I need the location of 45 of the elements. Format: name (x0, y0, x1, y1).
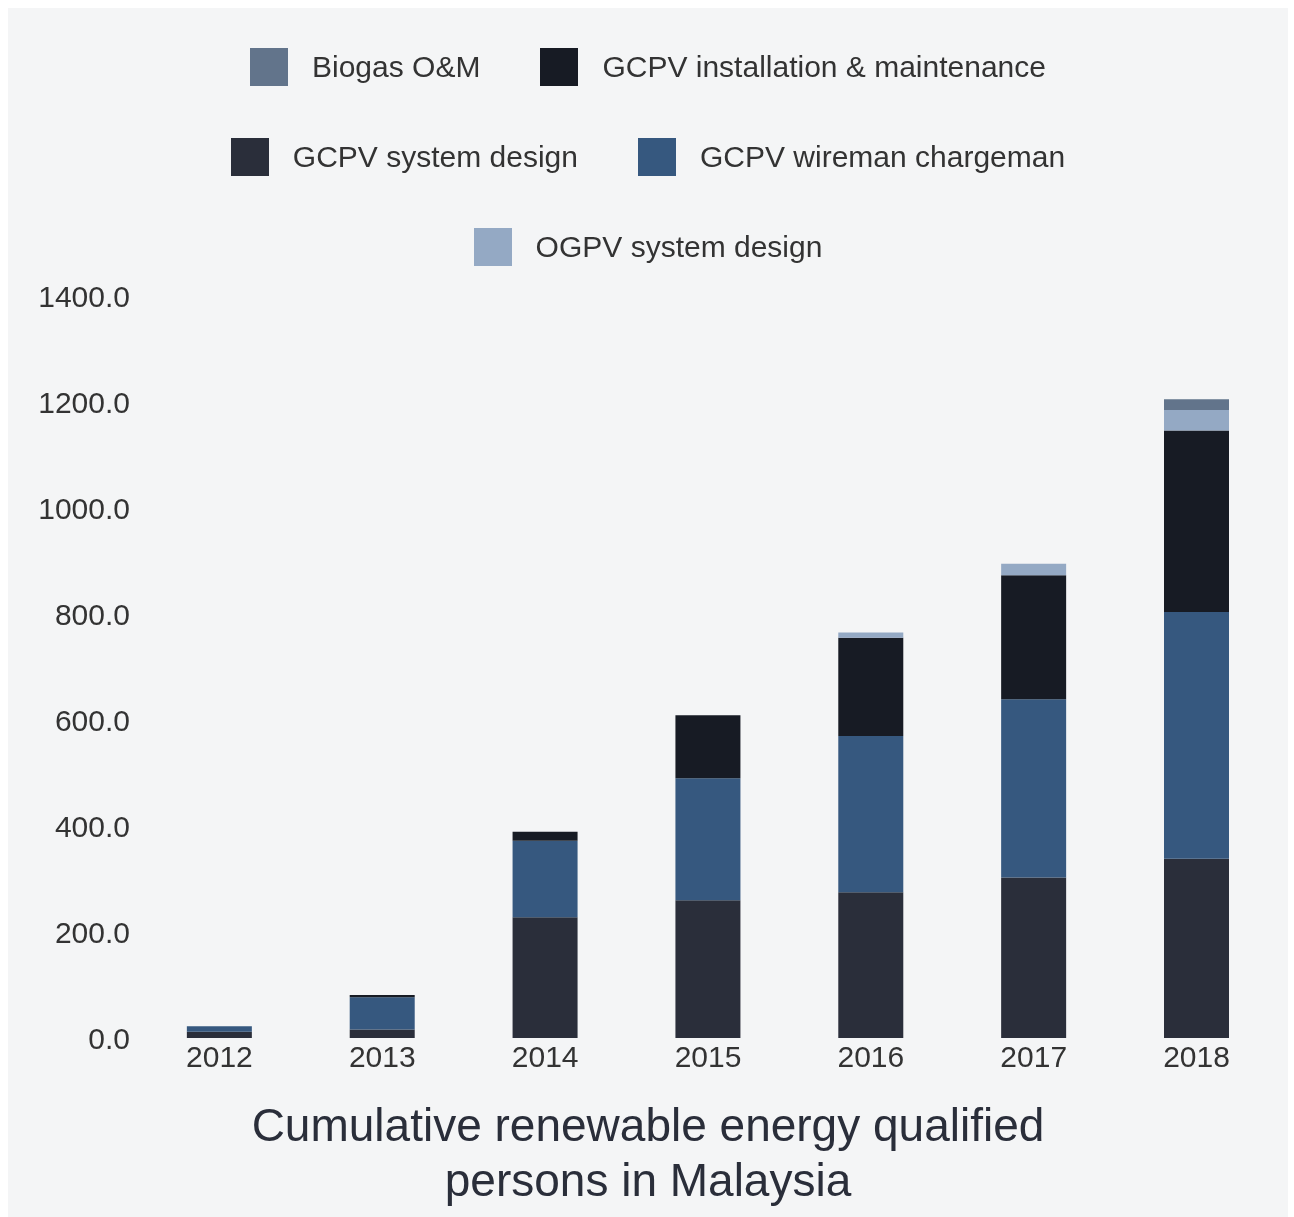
y-tick-label: 0.0 (88, 1021, 130, 1055)
text: Cumulative renewable energy qualified persons in Malaysia (250, 1098, 1046, 1209)
legend-label: GCPV installation & maintenance (602, 50, 1046, 84)
x-tick-label: 2014 (511, 1040, 579, 1074)
y-tick-label: 800.0 (54, 597, 130, 631)
bar (838, 637, 904, 736)
legend-label: GCPV wireman chargeman (699, 140, 1066, 174)
bar (675, 778, 741, 901)
bar (186, 1026, 252, 1032)
bar (512, 917, 578, 1038)
y-tick-label: 1000.0 (38, 491, 130, 525)
bar (675, 900, 741, 1038)
bar (1164, 858, 1229, 1038)
x-tick-label: 2013 (348, 1040, 416, 1074)
x-tick-label: 2017 (1000, 1040, 1068, 1074)
legend-label: OGPV system design (535, 230, 823, 264)
bar (1001, 575, 1067, 700)
bar (838, 892, 904, 1038)
y-tick-label: 1400.0 (38, 279, 130, 313)
bar (675, 715, 741, 779)
bar (1164, 430, 1229, 612)
bar (512, 840, 578, 918)
bar (349, 1029, 415, 1038)
bar (838, 632, 904, 638)
bar (512, 831, 578, 841)
bar (1164, 399, 1229, 410)
y-tick-label: 1200.0 (38, 385, 130, 419)
y-tick-label: 600.0 (54, 703, 130, 737)
bar (1001, 563, 1067, 576)
bar (1164, 409, 1229, 431)
x-tick-label: 2015 (674, 1040, 742, 1074)
x-tick-label: 2012 (186, 1040, 253, 1074)
bar (349, 997, 415, 1030)
legend-label: Biogas O&M (312, 50, 481, 84)
bar (1001, 699, 1067, 878)
x-tick-label: 2016 (837, 1040, 905, 1074)
y-tick-label: 400.0 (54, 809, 130, 843)
x-tick-label: 2018 (1163, 1040, 1230, 1074)
bar (1164, 611, 1229, 859)
bar (349, 995, 415, 998)
bar (838, 735, 904, 893)
y-tick-label: 200.0 (54, 915, 130, 949)
legend-label: GCPV system design (292, 140, 578, 174)
bar (186, 1031, 252, 1038)
bar (1001, 877, 1067, 1038)
